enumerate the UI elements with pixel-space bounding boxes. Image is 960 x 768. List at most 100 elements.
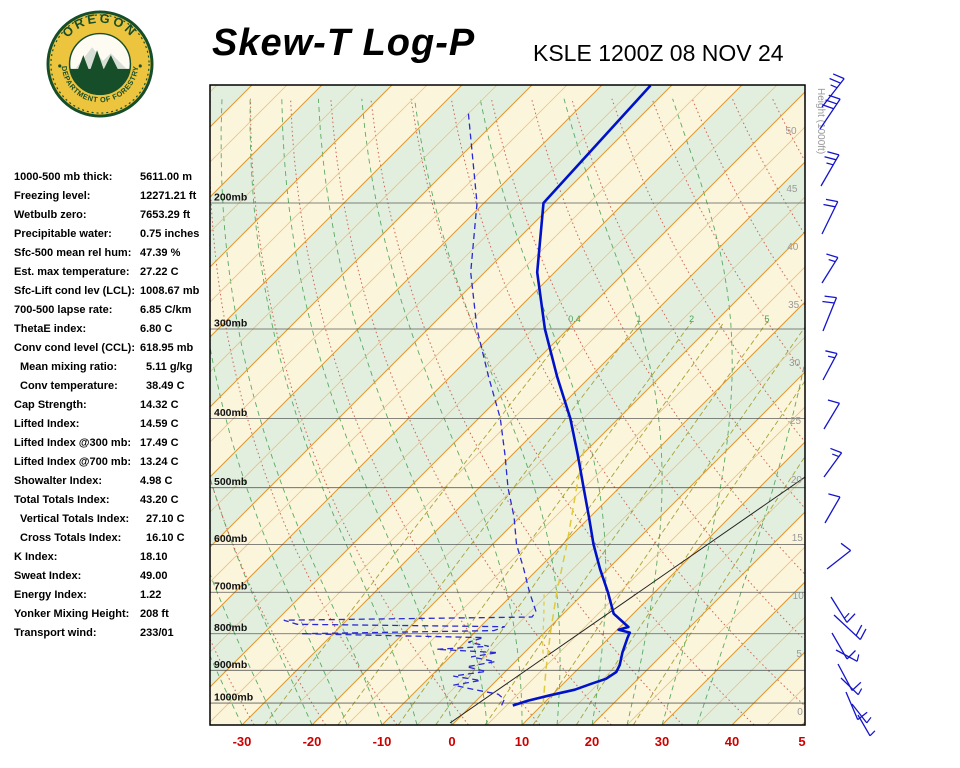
- moist-adiabat: [220, 98, 383, 725]
- indices-panel: 1000-500 mb thick: 5611.00 m Freezing leve…: [14, 167, 219, 642]
- stat-label: Cap Strength:: [14, 398, 87, 411]
- isotherm-line: [210, 85, 638, 513]
- stat-value: 27.22 C: [140, 265, 179, 278]
- mixing-ratio-line: [337, 321, 640, 725]
- isotherm-line: [210, 85, 673, 548]
- stat-value: 17.49 C: [140, 436, 179, 449]
- stat-row: Est. max temperature: 27.22 C: [14, 262, 219, 281]
- dry-adiabat: [210, 476, 327, 725]
- stat-value: 27.10 C: [146, 512, 185, 525]
- wind-barb: [823, 399, 841, 430]
- wind-barb: [820, 151, 840, 187]
- isotherm-line: [210, 85, 533, 408]
- isotherm-line: [210, 85, 323, 198]
- logo-tree-icon: [102, 55, 119, 71]
- isotherm-line: [210, 85, 568, 443]
- stat-label: Vertical Totals Index:: [20, 512, 130, 525]
- stat-row: Lifted Index @700 mb: 13.24 C: [14, 452, 219, 471]
- temperature-trace: [512, 85, 652, 707]
- wind-barb: [830, 596, 856, 623]
- isotherm-line: [210, 85, 498, 373]
- stat-value: 5.11 g/kg: [146, 360, 193, 373]
- stat-label: 700-500 lapse rate:: [14, 303, 113, 316]
- stat-label: Total Totals Index:: [14, 493, 110, 506]
- stat-value: 7653.29 ft: [140, 208, 191, 221]
- temp-axis-label: 0: [448, 734, 455, 749]
- stat-row: Freezing level: 12271.21 ft: [14, 186, 219, 205]
- mixing-ratio-line: [575, 380, 805, 725]
- stat-row: Energy Index: 1.22: [14, 585, 219, 604]
- dry-adiabat: [410, 98, 755, 725]
- wind-barb: [835, 649, 860, 662]
- stat-row: Cross Totals Index: 16.10 C: [14, 528, 219, 547]
- sounding-traces: [283, 85, 652, 707]
- moist-adiabat: [281, 98, 453, 725]
- stat-row: Sfc-500 mean rel hum: 47.39 %: [14, 243, 219, 262]
- isotherm-line: [210, 85, 708, 583]
- pressure-labels: 200mb 300mb 400mb 500mb 600mb 700mb 800mb 900mb…: [214, 192, 253, 704]
- stat-value: 49.00: [140, 569, 168, 582]
- pressure-label: 600mb: [214, 533, 247, 545]
- isotherm-line: [210, 85, 603, 478]
- logo-tree-icon: [89, 50, 105, 73]
- pressure-gridlines: [210, 202, 805, 704]
- reference-line: [449, 476, 805, 724]
- wind-barb: [857, 714, 876, 737]
- isotherm-line: [801, 721, 805, 725]
- stat-row: ThetaE index: 6.80 C: [14, 319, 219, 338]
- stat-label: Est. max temperature:: [14, 265, 130, 278]
- stat-row: Precipitable water: 0.75 inches: [14, 224, 219, 243]
- stat-label: Lifted Index @700 mb:: [14, 455, 132, 468]
- isotherm-line: [311, 231, 805, 725]
- isotherm-line: [210, 85, 463, 338]
- wind-barb: [833, 614, 867, 641]
- stat-label: 1000-500 mb thick:: [14, 170, 113, 183]
- isotherm-line: [626, 546, 805, 725]
- isotherm-line: [241, 161, 805, 725]
- temp-axis-label: 30: [655, 734, 669, 749]
- dry-adiabat: [370, 98, 684, 725]
- pressure-label: 900mb: [214, 659, 247, 671]
- stat-value: 1.22: [140, 588, 162, 601]
- diagonal-reference-line: [449, 476, 805, 724]
- pressure-label: 700mb: [214, 581, 247, 593]
- temp-axis-label: 20: [585, 734, 599, 749]
- mixing-ratio-line: [484, 321, 768, 725]
- wind-barb: [822, 295, 838, 332]
- stat-label: Transport wind:: [14, 626, 97, 639]
- height-axis-label: 25: [790, 416, 802, 427]
- pressure-label: 400mb: [214, 407, 247, 419]
- dry-adiabat: [853, 99, 960, 725]
- isotherm-line: [696, 616, 805, 725]
- moist-adiabat: [210, 344, 348, 725]
- stat-row: Sfc-Lift cond lev (LCL): 1008.67 mb: [14, 281, 219, 300]
- temp-band: [802, 722, 805, 725]
- height-axis-label: 15: [792, 533, 804, 544]
- temp-axis-labels: -30 -20 -10 0 10 20 30 40 5: [233, 734, 806, 749]
- stat-row: Transport wind: 233/01: [14, 623, 219, 642]
- wind-barb: [840, 677, 863, 696]
- stat-row: 1000-500 mb thick: 5611.00 m: [14, 167, 219, 186]
- stat-value: 6.80 C: [140, 322, 173, 335]
- stat-value: 13.24 C: [140, 455, 179, 468]
- stat-label: Sfc-Lift cond lev (LCL):: [14, 284, 135, 297]
- logo-tree-icon: [77, 55, 90, 71]
- stat-row: Conv cond level (CCL): 618.95 mb: [14, 338, 219, 357]
- wind-barb: [823, 447, 843, 478]
- pressure-label: 500mb: [214, 476, 247, 488]
- pressure-label: 1000mb: [214, 692, 253, 704]
- stat-label: Sweat Index:: [14, 569, 82, 582]
- height-axis-label: 45: [786, 184, 798, 195]
- isotherm-line: [210, 91, 805, 688]
- parcel-trace: [542, 440, 587, 705]
- isotherm-line: [486, 406, 805, 725]
- temp-band: [210, 85, 805, 687]
- height-axis-label: 50: [785, 126, 797, 137]
- isotherm-line: [210, 85, 358, 233]
- stat-label: Lifted Index:: [14, 417, 80, 430]
- stat-row: Lifted Index: 14.59 C: [14, 414, 219, 433]
- dry-adiabat: [450, 98, 805, 707]
- dry-adiabat: [490, 98, 805, 641]
